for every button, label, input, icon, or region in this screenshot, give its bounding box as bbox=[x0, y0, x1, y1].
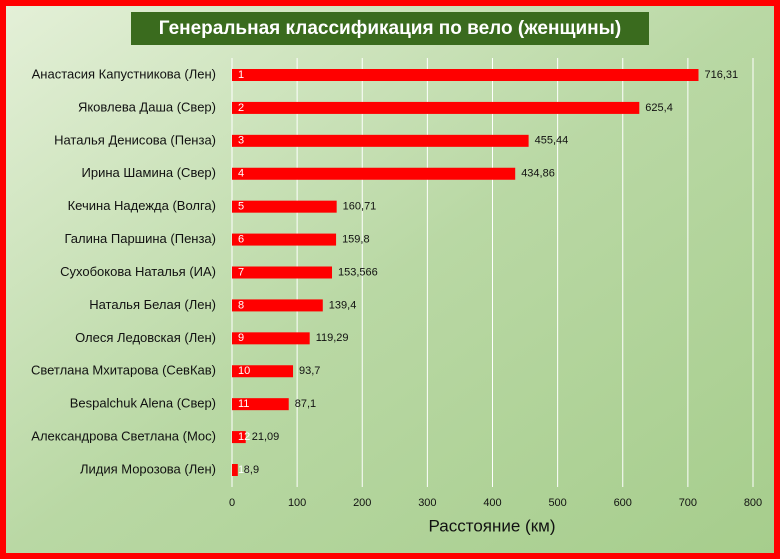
bar bbox=[232, 398, 289, 411]
bar bbox=[232, 101, 640, 114]
rank-label: 1 bbox=[238, 69, 244, 81]
x-tick-label: 300 bbox=[418, 497, 436, 509]
rank-label: 11 bbox=[238, 398, 249, 410]
rank-label: 10 bbox=[238, 365, 250, 377]
rank-label: 13 bbox=[238, 464, 250, 476]
x-tick-label: 700 bbox=[679, 497, 697, 509]
y-tick-label: Александрова Светлана (Мос) bbox=[31, 429, 216, 444]
y-tick-label: Олеся Ледовская (Лен) bbox=[75, 330, 216, 345]
rank-label: 4 bbox=[238, 168, 244, 180]
bar bbox=[232, 464, 238, 476]
bar bbox=[232, 167, 516, 180]
value-label: 153,566 bbox=[338, 266, 378, 278]
rank-label: 9 bbox=[238, 332, 244, 344]
value-label: 8,9 bbox=[244, 464, 259, 476]
rank-label: 5 bbox=[238, 201, 244, 213]
value-label: 625,4 bbox=[645, 102, 673, 114]
rank-label: 6 bbox=[238, 233, 244, 245]
value-label: 160,71 bbox=[343, 201, 377, 213]
y-tick-label: Наталья Денисова (Пенза) bbox=[54, 132, 216, 147]
value-label: 93,7 bbox=[299, 365, 320, 377]
y-tick-label: Анастасия Капустникова (Лен) bbox=[32, 66, 216, 81]
bar bbox=[232, 332, 310, 345]
y-tick-label: Лидия Морозова (Лен) bbox=[80, 461, 216, 476]
rank-label: 12 bbox=[238, 431, 250, 443]
x-tick-label: 0 bbox=[229, 497, 235, 509]
y-tick-label: Ирина Шамина (Свер) bbox=[82, 165, 217, 180]
x-tick-label: 800 bbox=[744, 497, 762, 509]
bar bbox=[232, 233, 337, 246]
bar bbox=[232, 299, 323, 312]
x-axis-title: Расстояние (км) bbox=[429, 516, 556, 535]
bar bbox=[232, 431, 246, 444]
chart-title: Генеральная классификация по вело (женщи… bbox=[159, 18, 621, 39]
x-tick-label: 100 bbox=[288, 497, 306, 509]
y-tick-label: Bespalchuk Alena (Свер) bbox=[70, 396, 216, 411]
value-label: 119,29 bbox=[316, 332, 349, 344]
rank-label: 7 bbox=[238, 266, 244, 278]
y-tick-label: Яковлева Даша (Свер) bbox=[78, 99, 216, 114]
rank-label: 2 bbox=[238, 102, 244, 114]
y-tick-label: Сухобокова Наталья (ИА) bbox=[60, 264, 216, 279]
x-tick-label: 200 bbox=[353, 497, 371, 509]
x-tick-label: 400 bbox=[483, 497, 501, 509]
value-label: 716,31 bbox=[704, 69, 738, 81]
bar bbox=[232, 134, 529, 147]
value-label: 87,1 bbox=[295, 398, 316, 410]
bar bbox=[232, 266, 333, 279]
rank-label: 8 bbox=[238, 299, 244, 311]
bar bbox=[232, 69, 699, 81]
y-tick-label: Галина Паршина (Пенза) bbox=[64, 231, 216, 246]
value-label: 455,44 bbox=[535, 135, 569, 147]
value-label: 139,4 bbox=[329, 299, 357, 311]
y-tick-label: Кечина Надежда (Волга) bbox=[68, 198, 216, 213]
value-label: 159,8 bbox=[342, 233, 370, 245]
value-label: 434,86 bbox=[521, 168, 555, 180]
x-tick-label: 500 bbox=[548, 497, 566, 509]
title-box bbox=[131, 12, 649, 45]
y-tick-label: Наталья Белая (Лен) bbox=[89, 297, 216, 312]
rank-label: 3 bbox=[238, 135, 244, 147]
y-tick-label: Светлана Мхитарова (СевКав) bbox=[31, 363, 216, 378]
bar bbox=[232, 200, 337, 213]
value-label: 21,09 bbox=[252, 431, 280, 443]
x-tick-label: 600 bbox=[614, 497, 632, 509]
bar bbox=[232, 365, 294, 378]
